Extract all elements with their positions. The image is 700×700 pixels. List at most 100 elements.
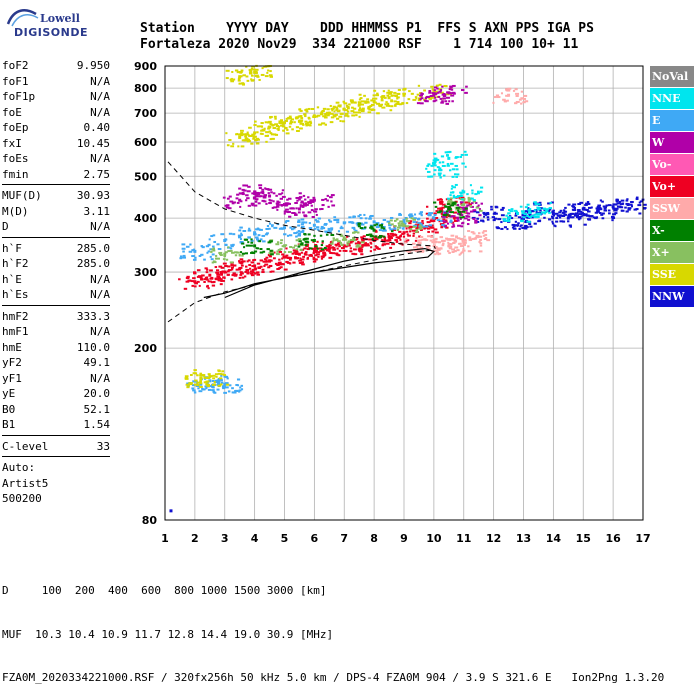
echo-point: [281, 195, 286, 198]
echo-point: [405, 217, 408, 220]
echo-point: [322, 115, 325, 118]
echo-point: [434, 249, 439, 252]
echo-point: [237, 234, 242, 237]
echo-point: [462, 247, 465, 250]
echo-point: [254, 272, 257, 275]
echo-point: [405, 238, 408, 241]
echo-point: [484, 237, 488, 240]
echo-point: [288, 197, 292, 200]
echo-point: [460, 225, 464, 228]
echo-point: [268, 240, 273, 243]
echo-point: [383, 229, 387, 232]
echo-point: [527, 207, 530, 210]
echo-point: [326, 199, 329, 202]
echo-point: [453, 173, 457, 176]
echo-point: [350, 110, 355, 113]
echo-point: [536, 215, 540, 218]
echo-point: [246, 190, 251, 193]
echo-point: [399, 224, 403, 227]
echo-point: [246, 197, 250, 200]
echo-point: [637, 204, 642, 207]
echo-point: [223, 391, 227, 394]
echo-point: [462, 198, 466, 201]
echo-point: [225, 132, 228, 135]
echo-point: [421, 219, 424, 222]
echo-point: [205, 387, 208, 390]
echo-point: [214, 278, 219, 281]
echo-point: [441, 93, 445, 96]
param-separator: [2, 236, 110, 238]
echo-point: [476, 192, 480, 195]
echo-point: [277, 125, 280, 128]
echo-point: [567, 220, 570, 223]
echo-point: [407, 234, 411, 237]
echo-point: [298, 108, 302, 111]
echo-point: [267, 192, 270, 195]
echo-point: [225, 206, 230, 209]
param-key: hmE: [2, 340, 22, 354]
echo-point: [240, 69, 244, 72]
echo-point: [300, 117, 304, 120]
param-row-foF1p: foF1p N/A: [2, 89, 110, 105]
echo-point: [467, 196, 470, 199]
echo-point: [433, 201, 437, 204]
echo-point: [337, 230, 341, 233]
echo-point: [417, 250, 421, 253]
echo-point: [247, 185, 251, 188]
param-row-foF2: foF2 9.950: [2, 58, 110, 74]
echo-point: [251, 133, 256, 136]
echo-point: [342, 107, 346, 110]
echo-point: [241, 242, 245, 245]
echo-point: [378, 236, 382, 239]
echo-point: [336, 240, 341, 243]
echo-point: [247, 271, 250, 274]
echo-point: [438, 90, 442, 93]
echo-point: [432, 100, 436, 103]
echo-point: [230, 278, 234, 281]
echo-point: [354, 229, 358, 232]
echo-point: [411, 215, 414, 218]
echo-point: [448, 88, 452, 91]
echo-point: [551, 211, 555, 215]
echo-point: [277, 261, 282, 264]
echo-point: [305, 245, 309, 248]
echo-point: [207, 373, 211, 376]
echo-point: [251, 271, 255, 274]
echo-point: [237, 77, 241, 80]
echo-point: [434, 90, 438, 93]
echo-point: [264, 134, 269, 137]
echo-point: [274, 262, 278, 265]
echo-point: [323, 223, 328, 226]
footer-file-info: FZA0M_2020334221000.RSF / 320fx256h 50 k…: [2, 671, 665, 684]
echo-point: [252, 68, 256, 71]
echo-point: [281, 245, 286, 248]
legend-item-vo: Vo+: [650, 176, 694, 197]
echo-point: [283, 233, 287, 236]
echo-point: [396, 226, 401, 229]
echo-point: [494, 206, 499, 209]
echo-point: [372, 94, 376, 97]
echo-point: [486, 216, 490, 219]
echo-point: [345, 230, 350, 233]
echo-point: [505, 214, 508, 217]
echo-point: [256, 125, 260, 128]
echo-point: [596, 209, 600, 212]
echo-point: [182, 256, 187, 259]
echo-point: [253, 231, 257, 235]
echo-point: [468, 238, 473, 241]
echo-point: [210, 385, 213, 388]
echo-point: [434, 92, 438, 95]
echo-point: [339, 227, 344, 230]
echo-point: [266, 225, 270, 228]
echo-point: [450, 211, 454, 214]
echo-point: [444, 225, 447, 228]
echo-point: [281, 227, 285, 230]
echo-point: [459, 245, 464, 248]
echo-point: [449, 85, 454, 88]
echo-point: [217, 279, 222, 282]
echo-point: [222, 196, 226, 199]
param-value: 333.3: [76, 309, 110, 323]
echo-point: [212, 249, 216, 252]
echo-point: [464, 241, 467, 244]
echo-point: [245, 244, 250, 247]
